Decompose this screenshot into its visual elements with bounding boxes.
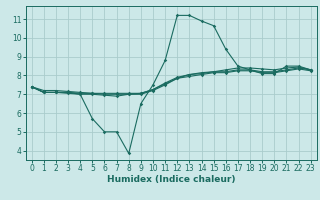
X-axis label: Humidex (Indice chaleur): Humidex (Indice chaleur) — [107, 175, 236, 184]
